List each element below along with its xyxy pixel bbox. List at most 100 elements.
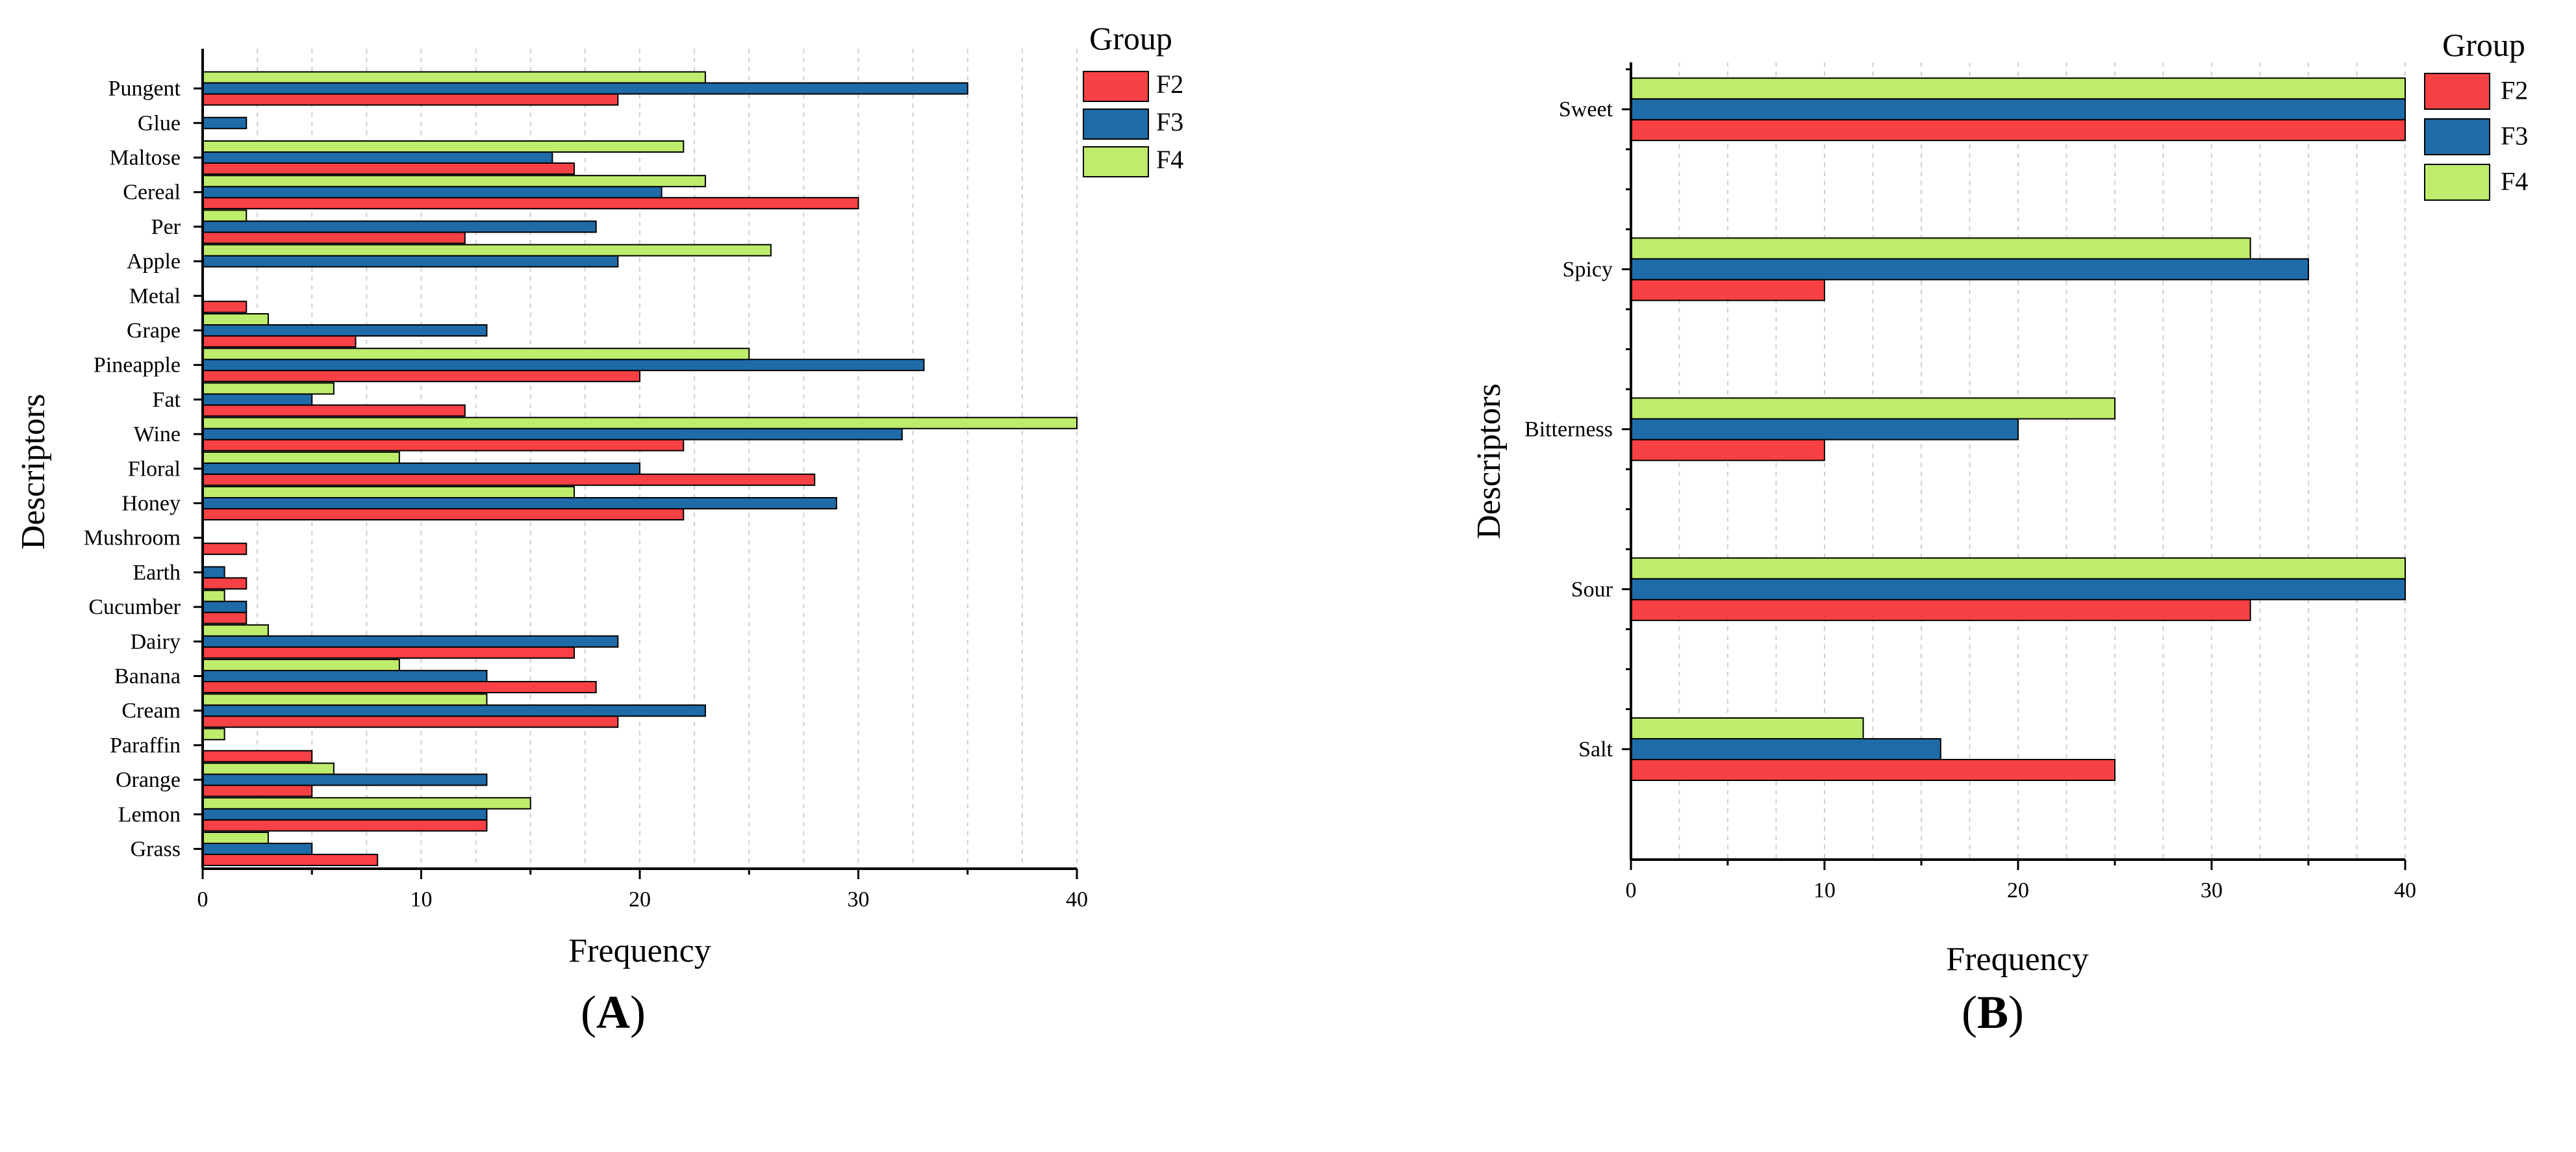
bar-f3: [202, 497, 837, 509]
category-label: Apple: [127, 250, 181, 274]
bar-f3: [1630, 738, 1941, 760]
bar-f4: [202, 175, 706, 188]
bar-f4: [202, 416, 1078, 429]
bar-f3: [202, 773, 488, 786]
bar-f3: [202, 359, 925, 372]
category-label: Sour: [1571, 578, 1613, 602]
bar-f4: [202, 382, 335, 395]
legend-label: F2: [1156, 70, 1183, 99]
bar-f2: [202, 681, 597, 693]
bar-f2: [202, 404, 466, 417]
category-label: Orange: [116, 768, 181, 792]
bar-f4: [202, 140, 685, 153]
category-label: Lemon: [118, 802, 181, 826]
x-tick-label: 40: [2394, 878, 2416, 902]
bar-f2: [202, 715, 619, 728]
bar-f4: [202, 589, 225, 602]
bar-f4: [202, 71, 706, 84]
bar-f3: [202, 220, 597, 233]
category-label: Earth: [133, 561, 181, 585]
bar-f3: [202, 600, 247, 613]
panel-label: (B): [1962, 986, 2024, 1038]
bar-f4: [202, 797, 531, 810]
bar-f2: [202, 231, 466, 244]
legend-swatch-f2: [1083, 71, 1149, 102]
x-axis-title: Frequency: [1946, 941, 2088, 978]
bar-f2: [1630, 439, 1825, 461]
x-tick-label: 30: [2201, 878, 2223, 902]
category-label: Spicy: [1563, 257, 1613, 281]
bar-f3: [202, 566, 225, 579]
legend-label: F2: [2501, 76, 2528, 105]
x-tick-label: 40: [1066, 888, 1088, 912]
category-label: Bitterness: [1524, 418, 1613, 442]
bar-f4: [202, 832, 269, 844]
bar-f4: [202, 451, 400, 464]
bar-f2: [202, 750, 313, 763]
bar-f3: [202, 151, 553, 164]
chart-b: Salt Sour Bitterness Spicy Sweet 0 10 20 30 40 Fre…: [1471, 27, 2528, 1038]
bar-f3: [202, 808, 488, 821]
bar-f3: [202, 186, 663, 199]
panel-label: (A): [581, 986, 646, 1038]
bar-f4: [202, 728, 225, 741]
category-label: Paraffin: [110, 734, 181, 758]
category-label: Sweet: [1559, 97, 1613, 122]
category-label: Cucumber: [88, 595, 181, 619]
bar-f3: [202, 82, 968, 95]
x-tick-label: 20: [2007, 878, 2029, 902]
category-label: Per: [151, 215, 181, 239]
bar-f2: [202, 162, 575, 175]
category-label: Glue: [138, 111, 181, 135]
bar-f4: [1630, 557, 2406, 580]
bar-f3: [1630, 578, 2406, 600]
bar-f2: [202, 577, 247, 590]
bar-f4: [1630, 397, 2115, 420]
x-tick-label: 0: [197, 888, 208, 912]
bar-f3: [202, 462, 640, 475]
legend-label: F3: [1156, 107, 1183, 136]
category-label: Floral: [128, 457, 181, 481]
category-label: Mushroom: [84, 526, 181, 550]
bar-f3: [202, 635, 619, 648]
x-tick-label: 10: [410, 888, 433, 912]
bar-f2: [202, 508, 685, 520]
bar-f3: [202, 116, 247, 129]
bar-f3: [202, 670, 488, 682]
category-label: Pungent: [108, 77, 181, 101]
category-label: Banana: [114, 665, 181, 689]
bar-f3: [202, 393, 313, 406]
bar-f4: [202, 624, 269, 637]
x-tick-label: 0: [1626, 878, 1637, 902]
category-label: Cream: [121, 699, 181, 723]
bar-f4: [1630, 77, 2406, 100]
category-label: Fat: [153, 388, 181, 412]
bar-f2: [202, 93, 619, 106]
bar-f4: [202, 209, 247, 222]
bar-f2: [202, 335, 357, 348]
bar-f4: [202, 486, 575, 498]
bar-f2: [1630, 279, 1825, 301]
category-label: Pineapple: [94, 353, 181, 378]
bar-f2: [202, 300, 247, 313]
bar-f4: [202, 693, 488, 706]
bar-f2: [202, 611, 247, 624]
y-axis-title: Descriptors: [1471, 383, 1508, 539]
bar-f2: [202, 439, 685, 452]
legend-label: F4: [2501, 167, 2528, 196]
legend-label: F4: [1156, 145, 1183, 174]
category-label: Grass: [131, 838, 181, 862]
legend-swatch-f3: [1083, 109, 1149, 140]
x-tick-label: 10: [1813, 878, 1836, 902]
bar-f3: [202, 843, 313, 855]
category-label: Honey: [121, 492, 181, 516]
x-tick-label: 30: [848, 888, 870, 912]
legend-swatch-f4: [2424, 164, 2490, 201]
category-label: Metal: [129, 284, 181, 308]
legend-title: Group: [2442, 27, 2525, 63]
bar-f4: [202, 244, 772, 257]
category-label: Dairy: [131, 630, 181, 654]
bar-f4: [1630, 237, 2251, 260]
bar-f3: [1630, 418, 2019, 441]
